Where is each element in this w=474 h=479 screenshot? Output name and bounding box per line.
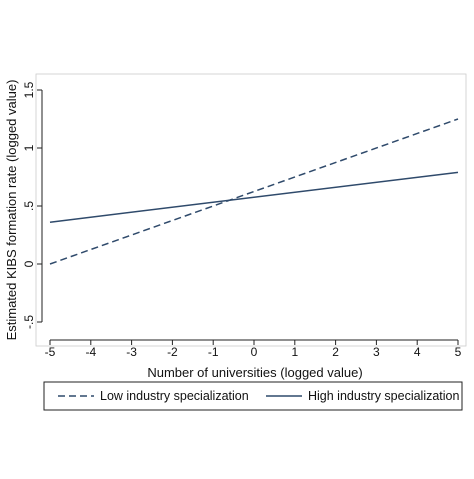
legend-box [43, 381, 463, 411]
axes-group: -5 -4 -3 -2 -1 0 1 2 3 4 5 -.5 0 .5 1 1.5 [22, 81, 462, 359]
y-tick-label: .5 [22, 201, 36, 211]
y-axis-label: Estimated KIBS formation rate (logged va… [4, 80, 19, 341]
x-axis-label: Number of universities (logged value) [147, 365, 362, 380]
legend-label-low: Low industry specialization [100, 389, 249, 403]
x-tick-label: 2 [332, 345, 339, 359]
series-line-low-specialization [49, 118, 459, 265]
x-tick-label: -4 [85, 345, 96, 359]
x-tick-label: 3 [373, 345, 380, 359]
series-line-high-specialization [49, 171, 459, 223]
series-group [49, 118, 459, 265]
y-tick-label: 0 [22, 260, 36, 267]
x-tick-label: 5 [455, 345, 462, 359]
x-tick-label: 1 [291, 345, 298, 359]
legend: Low industry specialization High industr… [43, 381, 463, 411]
x-tick-label: 0 [251, 345, 258, 359]
y-tick-label: 1 [22, 144, 36, 151]
x-tick-label: -1 [208, 345, 219, 359]
x-tick-label: 4 [414, 345, 421, 359]
x-tick-label: -2 [167, 345, 178, 359]
x-tick-label: -3 [126, 345, 137, 359]
y-tick-label: 1.5 [22, 81, 36, 98]
legend-label-high: High industry specialization [308, 389, 460, 403]
plot-area [35, 73, 467, 347]
y-tick-label: -.5 [22, 315, 36, 329]
x-tick-label: -5 [45, 345, 56, 359]
